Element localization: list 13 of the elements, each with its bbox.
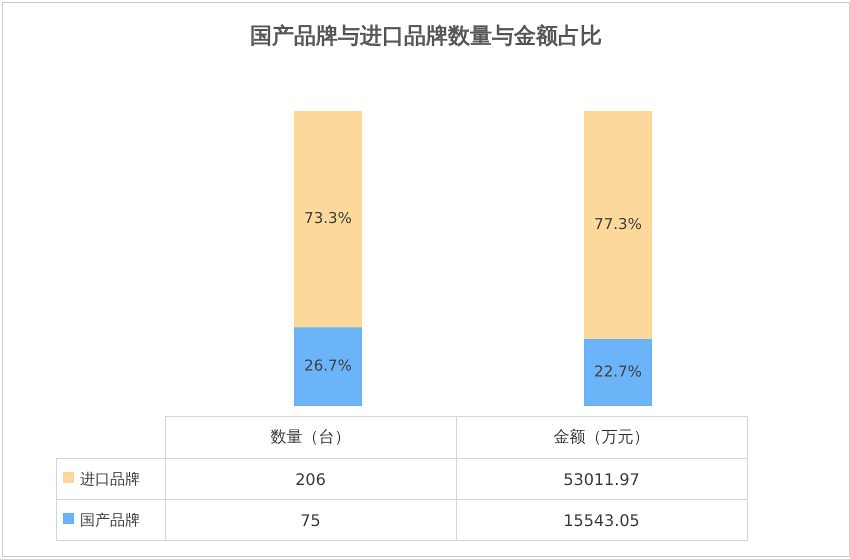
data-label: 77.3% [594,214,642,233]
data-label: 73.3% [304,209,352,228]
text: 206 [165,458,456,500]
legend-label: 国产品牌 [56,500,165,540]
chart-title: 国产品牌与进口品牌数量与金额占比 [249,23,603,51]
text: 53011.97 [456,458,747,500]
text: 75 [165,500,456,540]
data-label: 26.7% [304,356,352,375]
x-tick-label: 数量（台） [165,416,456,458]
legend-label: 进口品牌 [56,458,165,500]
text: 15543.05 [456,500,747,540]
data-label: 22.7% [594,362,642,380]
x-tick-label: 金额（万元） [456,416,747,458]
